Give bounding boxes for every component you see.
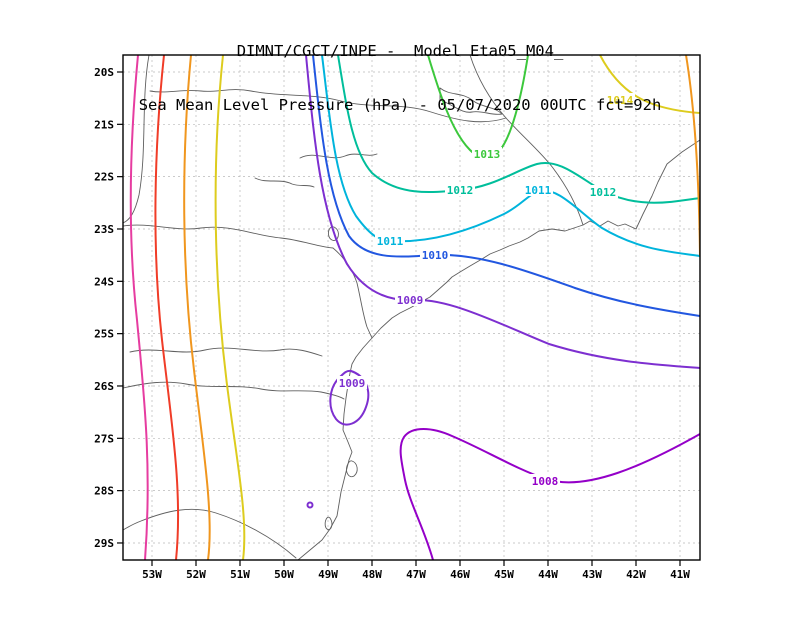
contour-label-bg <box>395 293 425 306</box>
lon-axis-label: 43W <box>582 568 602 581</box>
isobar-1016-path <box>154 55 180 560</box>
state-border-path <box>123 381 345 400</box>
isobar-1015-path <box>183 55 211 560</box>
lat-axis-label: 25S <box>94 328 114 341</box>
isobar-1008-path <box>399 428 700 560</box>
contour-label-bg <box>523 183 553 196</box>
contour-label-bg <box>420 248 450 261</box>
lat-axis-label: 27S <box>94 432 114 445</box>
lon-axis-label: 46W <box>450 568 470 581</box>
lon-axis-label: 41W <box>670 568 690 581</box>
state-border-path <box>469 55 584 226</box>
contour-label: 1011 <box>377 235 404 248</box>
contour-label: 1012 <box>590 186 617 199</box>
contour-label-bg <box>375 234 405 247</box>
contour-label: 1014 <box>607 94 634 107</box>
lat-axis-label: 28S <box>94 485 114 498</box>
contour-label: 1010 <box>422 249 449 262</box>
isobar-1012-path <box>337 55 700 204</box>
lat-axis-label: 22S <box>94 171 114 184</box>
lat-axis-label: 29S <box>94 537 114 550</box>
lon-axis-label: 52W <box>186 568 206 581</box>
river-path <box>129 347 323 357</box>
lon-axis-label: 47W <box>406 568 426 581</box>
isobar-1011-path <box>321 55 700 257</box>
lon-axis-label: 44W <box>538 568 558 581</box>
river-path <box>299 153 378 159</box>
isobar-1009-closed-low-path <box>329 369 370 426</box>
contour-label-bg <box>445 183 475 196</box>
state-border-path <box>123 508 297 559</box>
chart-title-block: DIMNT/CGCT/INPE - Model Eta05_M04_ Sea M… <box>0 6 800 132</box>
lon-axis-label: 49W <box>318 568 338 581</box>
lake-path <box>327 226 339 241</box>
lon-axis-label: 48W <box>362 568 382 581</box>
contour-value-labels: 1014 1013 1012 1011 1012 1011 1010 1009 1009 1008 <box>337 93 635 488</box>
contour-label-bg <box>472 147 502 160</box>
isobar-1009-minimum-dot <box>306 501 314 509</box>
contour-label: 1013 <box>474 148 501 161</box>
lat-axis-label: 23S <box>94 223 114 236</box>
river-path <box>254 177 315 188</box>
coastline-path <box>297 139 700 560</box>
lat-axis-label: 21S <box>94 118 114 131</box>
lon-axis-label: 50W <box>274 568 294 581</box>
axes: 20S 21S 22S 23S 24S 25S 26S 27S 28S 29S 53W 52W 51W 5… <box>94 66 690 581</box>
lat-axis-label: 20S <box>94 66 114 79</box>
lon-axis-label: 42W <box>626 568 646 581</box>
contour-label: 1009 <box>397 294 424 307</box>
island-path <box>346 460 358 478</box>
lon-axis-label: 45W <box>494 568 514 581</box>
lat-axis-label: 24S <box>94 275 114 288</box>
state-border-path <box>123 224 373 339</box>
contour-label-bg <box>605 93 635 106</box>
isobar-1014-east-path <box>599 55 700 114</box>
isobar-1017-path <box>129 55 149 560</box>
plot-frame <box>122 54 701 561</box>
chart-title-line2: Sea Mean Level Pressure (hPa) - 05/07/20… <box>138 96 662 114</box>
contour-label: 1011 <box>525 184 552 197</box>
isobar-1014-west-path <box>214 55 246 560</box>
lagoon-path <box>324 516 333 531</box>
contour-label-bg <box>530 474 560 487</box>
contour-label-bg <box>337 376 367 389</box>
geography <box>123 55 700 560</box>
lon-axis-label: 51W <box>230 568 250 581</box>
chart-title-line1: DIMNT/CGCT/INPE - Model Eta05_M04_ <box>236 42 564 60</box>
contour-label: 1009 <box>339 377 366 390</box>
contour-label: 1008 <box>532 475 559 488</box>
lat-axis-label: 26S <box>94 380 114 393</box>
reservoir-path <box>439 87 503 115</box>
lon-axis-label: 53W <box>142 568 162 581</box>
contour-label: 1012 <box>447 184 474 197</box>
contour-label-bg <box>588 185 618 198</box>
